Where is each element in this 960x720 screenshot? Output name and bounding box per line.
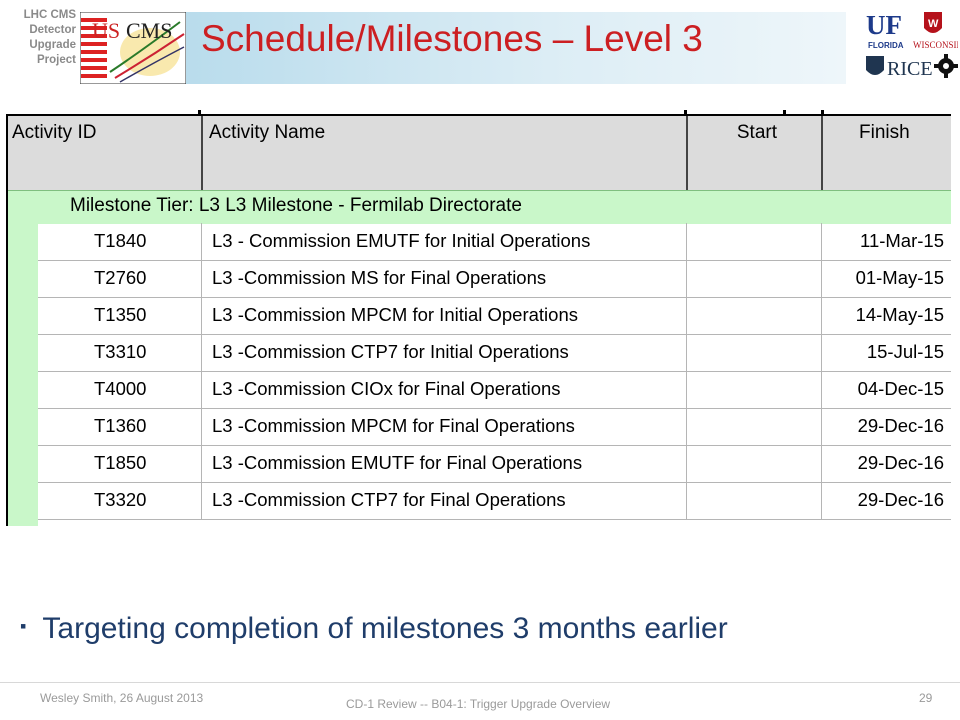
- activity-name-cell: L3 -Commission CIOx for Final Operations: [212, 378, 561, 399]
- bullet-point: ▪ Targeting completion of milestones 3 mo…: [20, 612, 728, 646]
- table-row[interactable]: T3310 L3 -Commission CTP7 for Initial Op…: [38, 334, 951, 372]
- column-tick: [684, 110, 687, 118]
- finish-cell: 15-Jul-15: [866, 341, 944, 362]
- column-header-label: Start: [736, 122, 777, 143]
- column-tick: [783, 110, 786, 118]
- table-header: Activity ID Activity Name Start Finish: [8, 116, 951, 190]
- activity-name-cell: L3 -Commission CTP7 for Final Operations: [212, 489, 566, 510]
- table-row[interactable]: T4000 L3 -Commission CIOx for Final Oper…: [38, 371, 951, 409]
- bullet-text: Targeting completion of milestones 3 mon…: [42, 612, 728, 645]
- finish-cell: 29-Dec-16: [857, 489, 944, 510]
- wisconsin-crest-icon: [924, 12, 942, 33]
- university-logos: UF FLORIDA W WISCONSIN RICE: [866, 10, 958, 80]
- project-line: Detector: [29, 24, 76, 36]
- project-line: LHC CMS: [23, 9, 76, 21]
- uscms-logo: US CMS: [80, 12, 186, 84]
- svg-text:W: W: [928, 18, 939, 30]
- activity-name-cell: L3 -Commission MS for Final Operations: [212, 267, 547, 288]
- project-label: LHC CMS Detector Upgrade Project: [4, 8, 76, 68]
- table-row[interactable]: T1350 L3 -Commission MPCM for Initial Op…: [38, 297, 951, 335]
- milestone-tier-label: Milestone Tier: L3 L3 Milestone - Fermil…: [70, 195, 522, 216]
- column-header-finish[interactable]: Finish: [823, 116, 951, 190]
- gear-icon: [934, 54, 958, 78]
- table-row[interactable]: T1850 L3 -Commission EMUTF for Final Ope…: [38, 445, 951, 483]
- footer-presentation-title: CD-1 Review -- B04-1: Trigger Upgrade Ov…: [346, 697, 611, 711]
- rice-text: RICE: [887, 58, 933, 80]
- table-row[interactable]: T3320 L3 -Commission CTP7 for Final Oper…: [38, 482, 951, 520]
- page-title: Schedule/Milestones – Level 3: [201, 18, 703, 59]
- milestone-tier-row: Milestone Tier: L3 L3 Milestone - Fermil…: [8, 190, 951, 224]
- activity-name-cell: L3 - Commission EMUTF for Initial Operat…: [212, 230, 591, 251]
- column-header-activity-id[interactable]: Activity ID: [8, 116, 203, 190]
- square-bullet-icon: ▪: [20, 615, 27, 636]
- milestone-table: Activity ID Activity Name Start Finish M…: [6, 110, 951, 526]
- activity-id-cell: T1360: [94, 415, 147, 436]
- florida-text: FLORIDA: [868, 41, 904, 50]
- finish-cell: 14-May-15: [855, 304, 944, 325]
- project-line: Project: [37, 54, 76, 66]
- column-header-start[interactable]: Start: [688, 116, 823, 190]
- activity-name-cell: L3 -Commission EMUTF for Final Operation…: [212, 452, 583, 473]
- table-row[interactable]: T2760 L3 -Commission MS for Final Operat…: [38, 260, 951, 298]
- activity-id-cell: T1840: [94, 230, 147, 251]
- uf-logo-text: UF: [866, 10, 902, 40]
- wisconsin-text: WISCONSIN: [913, 40, 958, 50]
- footer-author-date: Wesley Smith, 26 August 2013: [40, 691, 204, 705]
- finish-cell: 04-Dec-15: [857, 378, 944, 399]
- logo-us-text: US: [92, 18, 120, 43]
- activity-id-cell: T3310: [94, 341, 147, 362]
- activity-id-cell: T1350: [94, 304, 147, 325]
- activity-name-cell: L3 -Commission CTP7 for Initial Operatio…: [212, 341, 569, 362]
- project-line: Upgrade: [29, 39, 76, 51]
- table-body: T1840 L3 - Commission EMUTF for Initial …: [38, 223, 951, 526]
- table-row[interactable]: T1840 L3 - Commission EMUTF for Initial …: [38, 223, 951, 261]
- finish-cell: 11-Mar-15: [860, 230, 944, 251]
- group-indent-strip: [8, 223, 38, 526]
- footer-divider: [0, 682, 960, 683]
- activity-name-cell: L3 -Commission MPCM for Initial Operatio…: [212, 304, 578, 325]
- column-header-label: Activity ID: [12, 122, 97, 143]
- column-tick: [198, 110, 201, 118]
- activity-name-cell: L3 -Commission MPCM for Final Operations: [212, 415, 575, 436]
- rice-shield-icon: [866, 56, 884, 75]
- finish-cell: 29-Dec-16: [857, 452, 944, 473]
- page-number: 29: [919, 691, 933, 705]
- activity-id-cell: T3320: [94, 489, 147, 510]
- column-tick: [821, 110, 824, 118]
- column-header-label: Activity Name: [209, 122, 326, 143]
- activity-id-cell: T2760: [94, 267, 147, 288]
- activity-id-cell: T1850: [94, 452, 147, 473]
- finish-cell: 29-Dec-16: [857, 415, 944, 436]
- column-header-activity-name[interactable]: Activity Name: [203, 116, 688, 190]
- logo-cms-text: CMS: [126, 18, 172, 43]
- table-row[interactable]: T1360 L3 -Commission MPCM for Final Oper…: [38, 408, 951, 446]
- title-banner: [185, 12, 846, 84]
- activity-id-cell: T4000: [94, 378, 147, 399]
- column-header-label: Finish: [859, 122, 910, 143]
- finish-cell: 01-May-15: [855, 267, 944, 288]
